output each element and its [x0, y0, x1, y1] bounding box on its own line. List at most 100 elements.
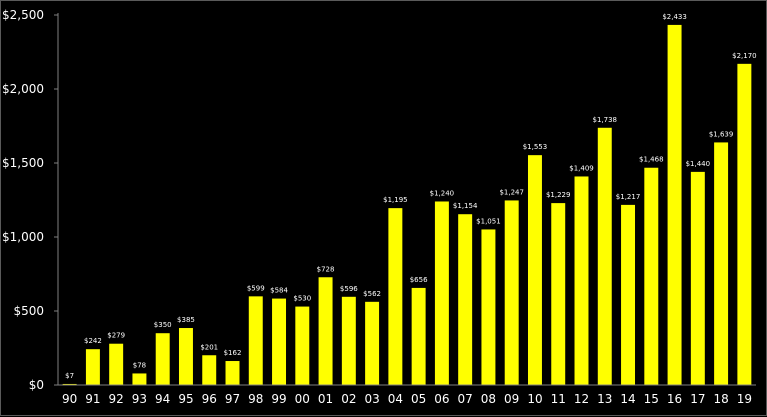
x-tick-label: 97 — [225, 392, 240, 406]
x-tick-label: 19 — [737, 392, 752, 406]
bar — [574, 176, 589, 385]
x-tick-label: 00 — [295, 392, 310, 406]
bar — [644, 167, 659, 385]
bar — [667, 24, 682, 385]
bar-value-label: $1,154 — [453, 202, 478, 210]
bars — [62, 24, 752, 386]
x-axis: 90 91 92 93 94 95 96 97 98 99 00 01 02 03 04 05 06 07 08 09… — [58, 384, 756, 406]
bar — [178, 328, 193, 385]
x-tick-label: 09 — [504, 392, 519, 406]
bar — [481, 229, 496, 385]
x-tick-label: 91 — [85, 392, 100, 406]
bar-value-label: $1,247 — [499, 188, 524, 196]
bar — [62, 383, 77, 385]
x-tick-label: 92 — [109, 392, 124, 406]
bar-value-labels: $7 $242 $279 $78 $350 $385 $201 $162 $599 $584 $53… — [65, 13, 756, 380]
bar — [597, 127, 612, 385]
bar-value-label: $279 — [107, 332, 125, 340]
bar — [621, 204, 636, 385]
bar-value-label: $1,195 — [383, 196, 408, 204]
bar — [504, 200, 519, 385]
bar-value-label: $596 — [340, 285, 358, 293]
x-tick-label: 06 — [434, 392, 449, 406]
bar-value-label: $1,051 — [476, 217, 501, 225]
bar-value-label: $1,240 — [430, 189, 455, 197]
x-tick-label: 94 — [155, 392, 170, 406]
x-tick-label: 17 — [690, 392, 705, 406]
bar — [295, 306, 310, 385]
bar — [318, 277, 333, 385]
x-tick-label: 10 — [527, 392, 542, 406]
x-tick-label: 96 — [202, 392, 217, 406]
y-tick-label: $2,000 — [2, 82, 44, 96]
bar-value-label: $584 — [270, 287, 288, 295]
bar — [248, 296, 263, 385]
x-tick-label: 12 — [574, 392, 589, 406]
bar-value-label: $7 — [65, 372, 74, 380]
bar — [551, 203, 566, 385]
bar — [109, 343, 124, 385]
x-tick-label: 99 — [271, 392, 286, 406]
x-tick-label: 01 — [318, 392, 333, 406]
bar — [365, 301, 380, 385]
bar — [458, 214, 473, 385]
bar — [341, 296, 356, 385]
bar — [737, 63, 752, 386]
bar-value-label: $162 — [224, 349, 242, 357]
x-tick-label: 13 — [597, 392, 612, 406]
x-tick-label: 11 — [551, 392, 566, 406]
bar — [690, 171, 705, 385]
bar-value-label: $1,468 — [639, 156, 664, 164]
y-tick-label: $500 — [13, 304, 44, 318]
x-tick-label: 05 — [411, 392, 426, 406]
x-tick-label: 08 — [481, 392, 496, 406]
x-tick-label: 14 — [620, 392, 635, 406]
bar-value-label: $599 — [247, 284, 265, 292]
y-axis: $0 $500 $1,000 $1,500 $2,000 $2,500 — [2, 8, 59, 392]
x-tick-label: 90 — [62, 392, 77, 406]
x-tick-label: 07 — [458, 392, 473, 406]
x-tick-label: 04 — [388, 392, 403, 406]
bar-value-label: $242 — [84, 337, 102, 345]
y-tick-label: $0 — [29, 378, 44, 392]
x-tick-label: 98 — [248, 392, 263, 406]
bar-value-label: $1,217 — [616, 193, 641, 201]
bar — [411, 287, 426, 385]
bar — [85, 349, 100, 385]
bar — [434, 201, 449, 385]
y-tick-label: $2,500 — [2, 8, 44, 22]
bar-value-label: $78 — [133, 361, 146, 369]
bar — [714, 142, 729, 385]
bar-value-label: $2,170 — [732, 52, 757, 60]
bar-value-label: $1,229 — [546, 191, 571, 199]
bar-value-label: $201 — [200, 343, 218, 351]
bar — [155, 333, 170, 385]
bar-value-label: $385 — [177, 316, 195, 324]
y-tick-label: $1,000 — [2, 230, 44, 244]
bar-value-label: $656 — [410, 276, 428, 284]
bar-value-label: $1,738 — [593, 116, 618, 124]
bar-value-label: $1,440 — [686, 160, 711, 168]
bar — [272, 298, 287, 385]
x-tick-label: 15 — [644, 392, 659, 406]
x-tick-label: 16 — [667, 392, 682, 406]
bar-value-label: $530 — [293, 295, 311, 303]
bar-value-label: $562 — [363, 290, 381, 298]
bar-value-label: $350 — [154, 321, 172, 329]
bar — [388, 208, 403, 385]
bar — [132, 373, 147, 385]
bar-value-label: $1,409 — [569, 164, 594, 172]
x-tick-label: 03 — [364, 392, 379, 406]
x-tick-label: 95 — [178, 392, 193, 406]
bar-value-label: $1,639 — [709, 130, 734, 138]
x-tick-label: 93 — [132, 392, 147, 406]
y-tick-label: $1,500 — [2, 156, 44, 170]
bar-value-label: $2,433 — [662, 13, 687, 21]
bar-value-label: $728 — [317, 265, 335, 273]
bar-value-label: $1,553 — [523, 143, 548, 151]
x-tick-label: 18 — [713, 392, 728, 406]
bar — [225, 361, 240, 385]
x-tick-label: 02 — [341, 392, 356, 406]
